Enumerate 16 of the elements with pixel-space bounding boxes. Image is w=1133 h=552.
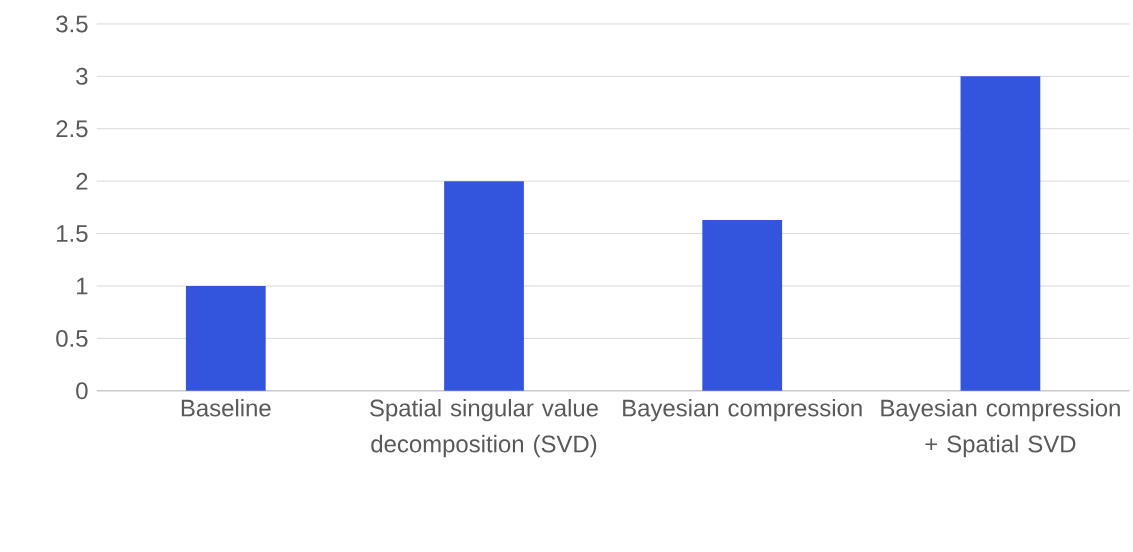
bar <box>185 285 266 391</box>
y-tick-label: 1.5 <box>57 225 88 242</box>
y-tick-label: 3.5 <box>56 15 88 33</box>
y-tick-label: 3 <box>76 67 88 85</box>
bar <box>444 181 524 391</box>
x-tick-label: Spatial singular value decomposition (SVD) <box>370 398 598 458</box>
y-tick-label: 2 <box>76 172 88 190</box>
x-tick-label: Baseline <box>181 398 271 417</box>
bar <box>702 219 783 391</box>
y-tick-label: 2.5 <box>56 120 88 138</box>
bar <box>960 76 1041 391</box>
y-tick-label: 0.5 <box>56 329 88 347</box>
x-tick-label: Bayesian compression + Spatial SVD <box>881 398 1120 458</box>
x-tick-label: Bayesian compression <box>623 398 862 422</box>
y-tick-label: 0 <box>76 382 88 400</box>
y-tick-label: 1 <box>77 277 88 295</box>
